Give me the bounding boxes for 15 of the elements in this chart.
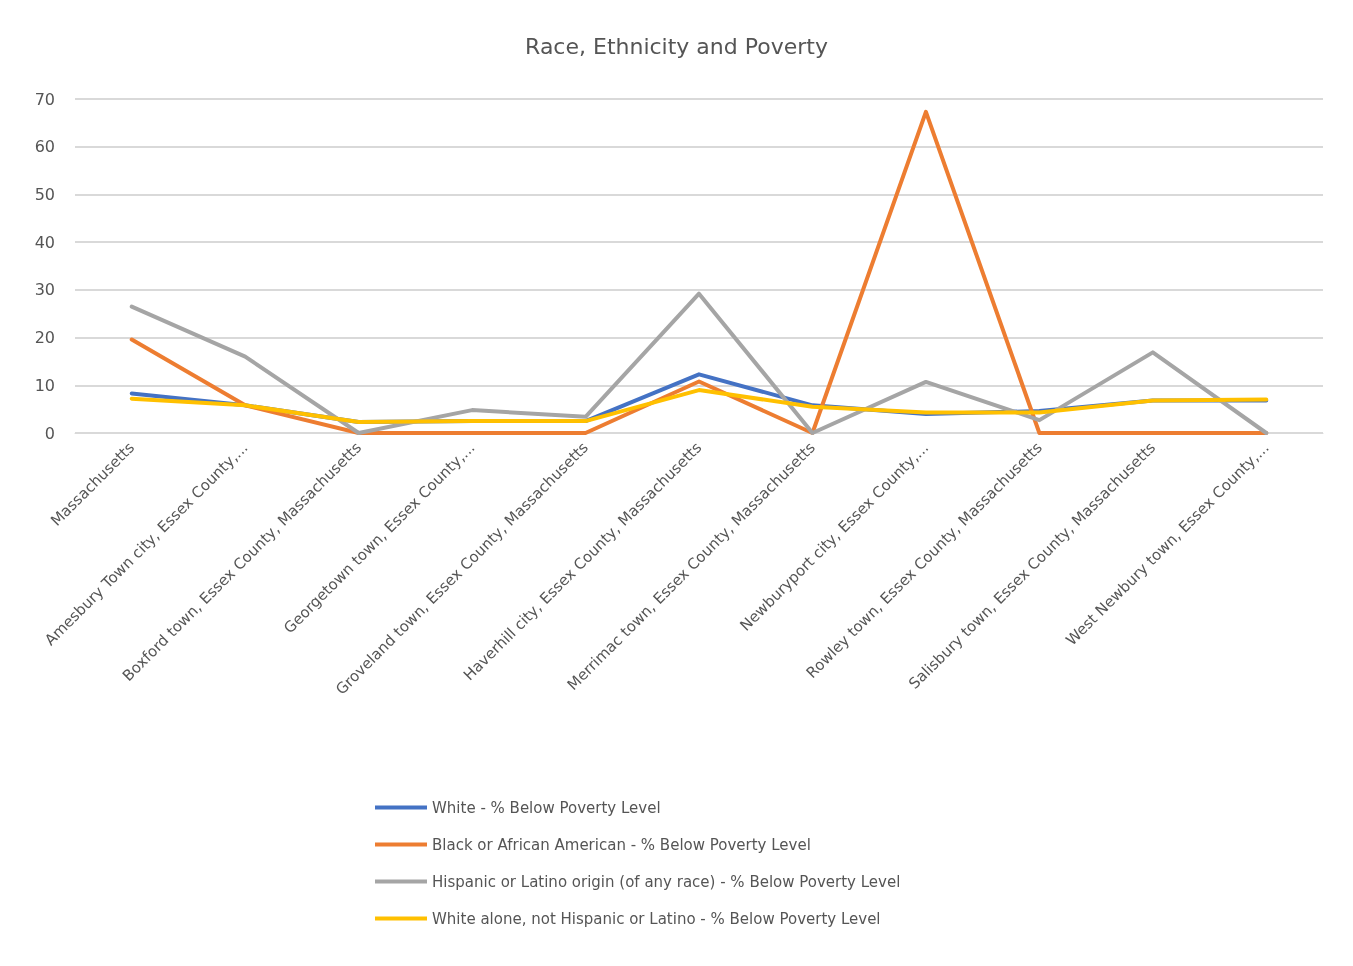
y-tick-label: 0	[44, 423, 55, 443]
legend-label: Black or African American - % Below Poverty Level	[432, 835, 811, 854]
line-series	[129, 388, 1269, 425]
y-tick-label: 70	[34, 89, 55, 109]
y-tick-label: 20	[34, 328, 55, 348]
y-tick-label: 40	[34, 232, 55, 252]
chart-title: Race, Ethnicity and Poverty	[525, 33, 828, 59]
y-tick-label: 10	[34, 375, 55, 395]
legend-label: White - % Below Poverty Level	[432, 798, 661, 817]
y-tick-label: 50	[34, 184, 55, 204]
legend-label: Hispanic or Latino origin (of any race) - % Below Poverty Level	[432, 872, 901, 891]
line-series	[129, 291, 1269, 435]
y-tick-label: 60	[34, 137, 55, 157]
legend-label: White alone, not Hispanic or Latino - % Below Poverty Level	[432, 909, 881, 928]
y-tick-label: 30	[34, 280, 55, 300]
